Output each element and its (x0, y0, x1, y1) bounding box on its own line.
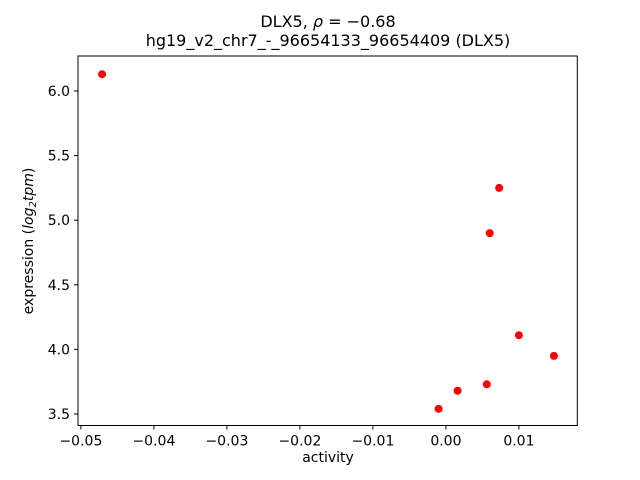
x-tick-label: −0.01 (351, 434, 394, 450)
data-point (485, 229, 494, 238)
y-tick-label: 5.0 (48, 213, 70, 229)
y-tick-label: 4.5 (48, 278, 70, 294)
y-axis-label-log: log (21, 207, 37, 229)
y-tick-label: 4.0 (48, 342, 70, 358)
data-point (495, 183, 504, 192)
y-tick-label: 5.5 (48, 149, 70, 165)
data-point (549, 351, 558, 360)
x-tick-label: 0.00 (430, 434, 461, 450)
y-axis-label-subscript: 2 (28, 201, 39, 208)
title-correlation-value: = −0.68 (323, 12, 396, 31)
data-point (453, 386, 462, 395)
x-axis-label: activity (302, 450, 354, 466)
data-point (98, 70, 107, 79)
x-tick-label: 0.01 (503, 434, 534, 450)
data-point (434, 404, 443, 413)
chart-title-line2: hg19_v2_chr7_-_96654133_96654409 (DLX5) (145, 31, 511, 50)
chart-title-line1: DLX5, ρ = −0.68 (78, 12, 578, 31)
y-tick-label: 6.0 (48, 84, 70, 100)
data-point (482, 380, 491, 389)
y-axis-label-tpm: tpm (21, 173, 37, 202)
axes-frame (77, 55, 578, 426)
title-gene-correlation: DLX5, (260, 12, 313, 31)
chart-title: DLX5, ρ = −0.68 hg19_v2_chr7_-_96654133_… (78, 12, 578, 50)
x-tick-label: −0.02 (278, 434, 321, 450)
x-tick-label: −0.04 (132, 434, 175, 450)
y-axis-label-text: expression ( (21, 228, 37, 315)
rho-symbol: ρ (312, 12, 324, 31)
data-point (514, 331, 523, 340)
y-axis-label: expression (log2tpm) (21, 168, 39, 315)
y-tick-label: 3.5 (48, 407, 70, 423)
x-tick-label: −0.03 (205, 434, 248, 450)
x-tick-label: −0.05 (59, 434, 102, 450)
y-axis-label-close-paren: ) (21, 167, 37, 174)
